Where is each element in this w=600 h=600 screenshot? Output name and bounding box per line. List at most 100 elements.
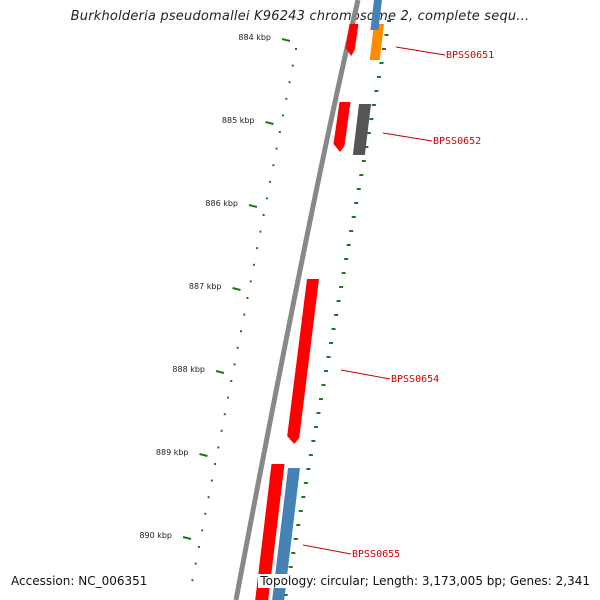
- ruler-dot: [239, 330, 242, 333]
- strand-dot: [359, 174, 364, 176]
- strand-dot: [324, 370, 328, 372]
- gene-label[interactable]: BPSS0655: [352, 549, 400, 560]
- strand-dot: [318, 398, 323, 400]
- ruler-dot: [227, 396, 230, 399]
- strand-dot: [329, 342, 334, 344]
- gene-bar-forward[interactable]: [255, 464, 285, 600]
- ruler-dot: [207, 496, 210, 499]
- strand-dot: [366, 132, 371, 134]
- map-title: Burkholderia pseudomallei K96243 chromos…: [70, 9, 530, 24]
- strand-dot: [321, 384, 326, 386]
- strand-dot: [301, 496, 306, 498]
- kbp-tick: [232, 287, 241, 291]
- ruler-dot: [288, 81, 291, 84]
- strand-dot: [316, 412, 321, 414]
- strand-dot: [346, 244, 351, 246]
- ruler-dot: [194, 562, 197, 565]
- accession-label: Accession: NC_006351: [9, 574, 150, 588]
- strand-dot: [334, 314, 339, 316]
- kbp-label: 887 kbp: [189, 282, 222, 291]
- strand-dot: [308, 454, 313, 456]
- strand-dot: [379, 62, 384, 64]
- kbp-label: 888 kbp: [172, 365, 205, 374]
- strand-dot: [387, 20, 391, 22]
- ruler-dot: [269, 180, 272, 183]
- strand-dot: [384, 34, 389, 36]
- ruler-dot: [223, 413, 226, 416]
- topology-label: Topology: circular; Length: 3,173,005 bp…: [258, 574, 592, 588]
- kbp-label: 886 kbp: [205, 199, 238, 208]
- strand-dot: [288, 566, 293, 568]
- strand-dot: [356, 188, 361, 190]
- ruler-dot: [282, 114, 285, 117]
- strand-dots: [283, 20, 391, 596]
- ruler-dot: [275, 147, 278, 150]
- gene-label[interactable]: BPSS0654: [391, 374, 439, 385]
- gene-arrow-bpss0654[interactable]: [287, 279, 319, 444]
- gene-arrow-forward[interactable]: [345, 24, 359, 56]
- ruler-dot: [230, 380, 233, 382]
- strand-dot: [313, 426, 318, 428]
- kbp-tick: [199, 453, 208, 457]
- callout-line: [395, 46, 446, 56]
- kbp-tick: [215, 370, 225, 374]
- strand-dot: [374, 90, 379, 92]
- gene-arrow-forward[interactable]: [333, 102, 351, 152]
- ruler-dot: [220, 429, 223, 432]
- ruler-dot: [201, 529, 204, 532]
- strand-dot: [306, 468, 311, 470]
- ruler-dot: [217, 446, 220, 449]
- ruler-dot: [243, 313, 246, 316]
- ruler-dot: [249, 280, 252, 283]
- gene-label[interactable]: BPSS0651: [446, 50, 494, 61]
- ruler-dot: [295, 48, 297, 50]
- ruler-dot: [252, 263, 255, 266]
- strand-dot: [381, 48, 386, 50]
- gene-bar-bpss0651[interactable]: [369, 24, 384, 60]
- kbp-ruler: 884 kbp 885 kbp 886 kbp 887 kbp 888 kbp 889 k…: [139, 33, 291, 540]
- ruler-dot: [236, 346, 239, 349]
- strand-dot: [298, 510, 303, 512]
- ruler-dot: [259, 230, 262, 233]
- ruler-dot: [191, 579, 194, 582]
- ruler-dot: [214, 463, 217, 465]
- gene-bar-bpss0652[interactable]: [352, 104, 371, 155]
- gene-label[interactable]: BPSS0652: [433, 136, 481, 147]
- ruler-dots: [191, 48, 297, 582]
- strand-dot: [344, 258, 349, 260]
- strand-dot: [361, 160, 366, 162]
- strand-dot: [371, 104, 376, 106]
- strand-dot: [336, 300, 341, 302]
- ruler-dot: [278, 131, 281, 133]
- strand-dot: [339, 286, 344, 288]
- kbp-tick: [265, 121, 274, 125]
- kbp-label: 889 kbp: [156, 448, 189, 457]
- kbp-tick: [248, 204, 258, 208]
- gene-features: [255, 0, 384, 600]
- gene-bar-top-blue[interactable]: [370, 0, 382, 30]
- strand-dot: [311, 440, 316, 442]
- strand-dot: [349, 230, 354, 232]
- kbp-label: 884 kbp: [238, 33, 271, 42]
- strand-dot: [296, 524, 301, 526]
- gene-callouts: BPSS0651 BPSS0652 BPSS0654 BPSS0655: [302, 46, 494, 560]
- ruler-dot: [265, 197, 268, 200]
- strand-dot: [376, 76, 381, 78]
- ruler-dot: [210, 479, 213, 482]
- chromosome-backbone: [233, 0, 361, 600]
- ruler-dot: [285, 97, 288, 100]
- strand-dot: [291, 552, 296, 554]
- ruler-dot: [246, 297, 249, 299]
- ruler-dot: [233, 363, 236, 366]
- strand-dot: [303, 482, 308, 484]
- strand-dot: [326, 356, 331, 358]
- strand-dot: [369, 118, 374, 120]
- strand-dot: [283, 594, 288, 596]
- strand-dot: [354, 202, 359, 204]
- kbp-tick: [182, 536, 192, 540]
- ruler-dot: [204, 512, 207, 515]
- strand-dot: [351, 216, 356, 218]
- ruler-dot: [256, 247, 259, 250]
- gene-bar-bpss0655[interactable]: [272, 468, 300, 600]
